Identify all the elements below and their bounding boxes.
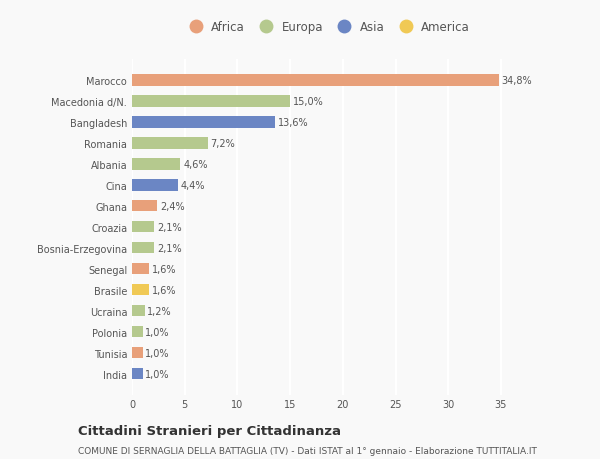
Bar	[132, 368, 143, 380]
Text: COMUNE DI SERNAGLIA DELLA BATTAGLIA (TV) - Dati ISTAT al 1° gennaio - Elaborazio: COMUNE DI SERNAGLIA DELLA BATTAGLIA (TV)…	[78, 446, 537, 455]
Text: 13,6%: 13,6%	[278, 118, 308, 128]
Bar	[132, 138, 208, 149]
Bar	[132, 117, 275, 128]
Text: 4,4%: 4,4%	[181, 180, 206, 190]
Bar	[132, 284, 149, 296]
Text: 34,8%: 34,8%	[502, 76, 532, 86]
Bar	[132, 159, 181, 170]
Text: 2,1%: 2,1%	[157, 222, 181, 232]
Bar	[132, 201, 157, 212]
Text: 1,2%: 1,2%	[147, 306, 172, 316]
Text: 2,1%: 2,1%	[157, 243, 181, 253]
Text: Cittadini Stranieri per Cittadinanza: Cittadini Stranieri per Cittadinanza	[78, 425, 341, 437]
Bar	[132, 96, 290, 107]
Bar	[132, 305, 145, 317]
Text: 2,4%: 2,4%	[160, 202, 185, 211]
Bar	[132, 326, 143, 338]
Text: 7,2%: 7,2%	[211, 139, 235, 148]
Text: 1,6%: 1,6%	[151, 285, 176, 295]
Bar	[132, 75, 499, 86]
Bar	[132, 263, 149, 275]
Text: 1,0%: 1,0%	[145, 348, 170, 358]
Bar	[132, 347, 143, 358]
Text: 15,0%: 15,0%	[293, 96, 323, 106]
Legend: Africa, Europa, Asia, America: Africa, Europa, Asia, America	[182, 19, 472, 36]
Text: 1,6%: 1,6%	[151, 264, 176, 274]
Text: 1,0%: 1,0%	[145, 327, 170, 337]
Text: 1,0%: 1,0%	[145, 369, 170, 379]
Bar	[132, 242, 154, 254]
Text: 4,6%: 4,6%	[183, 159, 208, 169]
Bar	[132, 221, 154, 233]
Bar	[132, 179, 178, 191]
